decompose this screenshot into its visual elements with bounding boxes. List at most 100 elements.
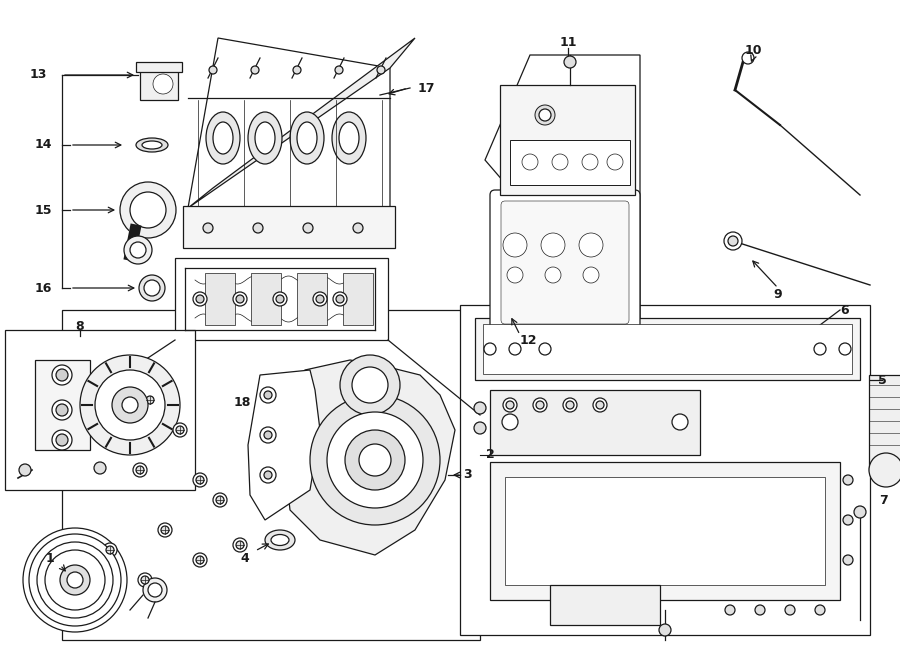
Circle shape bbox=[474, 422, 486, 434]
Circle shape bbox=[506, 401, 514, 409]
Circle shape bbox=[316, 295, 324, 303]
Circle shape bbox=[724, 232, 742, 250]
Circle shape bbox=[161, 526, 169, 534]
Ellipse shape bbox=[206, 112, 240, 164]
Circle shape bbox=[742, 52, 754, 64]
Circle shape bbox=[484, 343, 496, 355]
Text: 13: 13 bbox=[30, 69, 48, 81]
Bar bbox=[460, 305, 870, 635]
Circle shape bbox=[52, 365, 72, 385]
Circle shape bbox=[106, 546, 114, 554]
Polygon shape bbox=[285, 360, 455, 555]
Circle shape bbox=[536, 401, 544, 409]
Circle shape bbox=[843, 515, 853, 525]
Bar bbox=[490, 462, 840, 600]
Circle shape bbox=[45, 550, 105, 610]
Circle shape bbox=[124, 236, 152, 264]
Circle shape bbox=[37, 542, 113, 618]
Text: 1: 1 bbox=[46, 551, 54, 564]
FancyBboxPatch shape bbox=[490, 190, 640, 335]
Ellipse shape bbox=[339, 122, 359, 154]
Circle shape bbox=[133, 463, 147, 477]
Circle shape bbox=[728, 236, 738, 246]
Circle shape bbox=[146, 396, 154, 404]
Circle shape bbox=[158, 523, 172, 537]
Text: 17: 17 bbox=[418, 81, 436, 95]
Circle shape bbox=[103, 543, 117, 557]
Circle shape bbox=[659, 624, 671, 636]
Bar bbox=[500, 85, 635, 195]
Circle shape bbox=[335, 66, 343, 74]
Text: 6: 6 bbox=[841, 303, 850, 317]
Text: 16: 16 bbox=[35, 282, 52, 295]
Bar bbox=[483, 324, 852, 374]
Text: 9: 9 bbox=[774, 288, 782, 301]
Circle shape bbox=[579, 233, 603, 257]
Circle shape bbox=[340, 355, 400, 415]
Circle shape bbox=[843, 475, 853, 485]
Circle shape bbox=[193, 473, 207, 487]
Ellipse shape bbox=[271, 535, 289, 545]
Circle shape bbox=[52, 430, 72, 450]
Circle shape bbox=[359, 444, 391, 476]
Ellipse shape bbox=[248, 112, 282, 164]
Text: 18: 18 bbox=[233, 395, 251, 408]
Circle shape bbox=[583, 267, 599, 283]
Circle shape bbox=[216, 496, 224, 504]
Circle shape bbox=[535, 105, 555, 125]
Circle shape bbox=[869, 453, 900, 487]
Ellipse shape bbox=[213, 122, 233, 154]
Bar bbox=[140, 68, 178, 100]
Circle shape bbox=[153, 74, 173, 94]
Circle shape bbox=[839, 343, 851, 355]
Circle shape bbox=[19, 464, 31, 476]
Circle shape bbox=[264, 391, 272, 399]
Text: 5: 5 bbox=[878, 373, 886, 387]
Circle shape bbox=[854, 506, 866, 518]
Circle shape bbox=[377, 66, 385, 74]
Circle shape bbox=[522, 154, 538, 170]
Circle shape bbox=[94, 462, 106, 474]
Bar bbox=[550, 585, 660, 625]
Circle shape bbox=[293, 66, 301, 74]
Circle shape bbox=[509, 343, 521, 355]
Bar bbox=[205, 273, 235, 325]
Bar bbox=[175, 258, 388, 340]
Circle shape bbox=[233, 538, 247, 552]
Bar bbox=[505, 477, 825, 585]
Circle shape bbox=[29, 534, 121, 626]
Polygon shape bbox=[485, 55, 640, 340]
Circle shape bbox=[193, 292, 207, 306]
Bar bbox=[5, 330, 195, 490]
Circle shape bbox=[176, 426, 184, 434]
Circle shape bbox=[60, 565, 90, 595]
Ellipse shape bbox=[142, 141, 162, 149]
Circle shape bbox=[352, 367, 388, 403]
Text: 14: 14 bbox=[35, 139, 52, 151]
Circle shape bbox=[345, 430, 405, 490]
Circle shape bbox=[260, 427, 276, 443]
Circle shape bbox=[563, 398, 577, 412]
Circle shape bbox=[607, 154, 623, 170]
Circle shape bbox=[264, 431, 272, 439]
Ellipse shape bbox=[290, 112, 324, 164]
Circle shape bbox=[141, 576, 149, 584]
Circle shape bbox=[136, 466, 144, 474]
Text: 2: 2 bbox=[486, 449, 494, 461]
Ellipse shape bbox=[332, 112, 366, 164]
Circle shape bbox=[596, 401, 604, 409]
Bar bbox=[343, 273, 373, 325]
Circle shape bbox=[139, 275, 165, 301]
Circle shape bbox=[52, 400, 72, 420]
Circle shape bbox=[502, 414, 518, 430]
Bar bbox=[62, 310, 480, 640]
Circle shape bbox=[144, 280, 160, 296]
Circle shape bbox=[503, 233, 527, 257]
Circle shape bbox=[273, 292, 287, 306]
Circle shape bbox=[130, 192, 166, 228]
Circle shape bbox=[143, 393, 157, 407]
Circle shape bbox=[143, 578, 167, 602]
Circle shape bbox=[236, 541, 244, 549]
Circle shape bbox=[336, 295, 344, 303]
Circle shape bbox=[310, 395, 440, 525]
